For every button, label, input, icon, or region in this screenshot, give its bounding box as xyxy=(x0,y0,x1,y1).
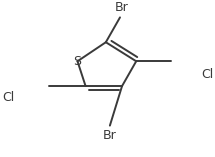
Text: Br: Br xyxy=(115,1,129,14)
Text: Cl: Cl xyxy=(201,68,213,81)
Text: Cl: Cl xyxy=(3,91,15,104)
Text: S: S xyxy=(74,55,81,68)
Text: Br: Br xyxy=(103,129,117,141)
